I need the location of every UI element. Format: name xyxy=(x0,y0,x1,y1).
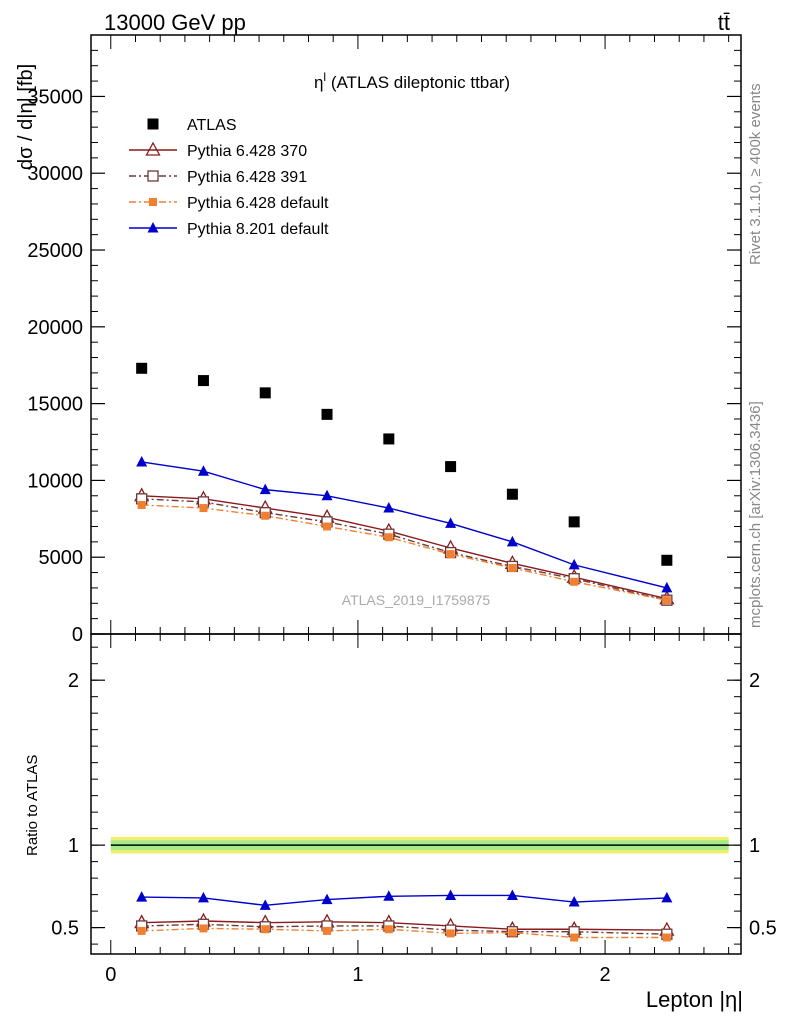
ratio-data-point xyxy=(568,896,580,907)
x-axis-label: Lepton |η| xyxy=(646,987,743,1012)
ratio-y-tick-label-left: 0.5 xyxy=(51,918,79,940)
legend-marker xyxy=(147,118,159,130)
main-data-point xyxy=(321,408,333,420)
main-data-point xyxy=(383,433,395,445)
main-data-point xyxy=(570,577,579,586)
plot-title-superscript: l xyxy=(323,70,326,84)
ratio-series-group xyxy=(134,889,675,942)
x-tick-label: 2 xyxy=(600,964,611,986)
legend-label: Pythia 6.428 391 xyxy=(187,169,307,186)
ratio-data-point xyxy=(261,925,270,934)
main-y-tick-label: 5000 xyxy=(39,547,84,569)
collision-energy-label: 13000 GeV pp xyxy=(104,10,246,35)
main-axis-ticks: 0 5000 10000 15000 20000 25000 30000 35000 xyxy=(27,34,741,646)
ratio-data-point xyxy=(662,933,671,942)
ratio-y-axis-label: Ratio to ATLAS xyxy=(24,755,41,856)
legend-marker xyxy=(145,141,161,156)
main-data-point xyxy=(662,596,671,605)
ratio-data-point xyxy=(137,926,146,935)
main-y-tick-label: 35000 xyxy=(27,86,83,108)
ratio-data-point xyxy=(570,933,579,942)
main-data-point xyxy=(321,489,333,501)
main-y-tick-label: 25000 xyxy=(27,240,83,262)
main-data-point xyxy=(261,511,270,520)
ratio-y-tick-label-right: 2 xyxy=(749,670,760,692)
main-y-tick-label: 30000 xyxy=(27,163,83,185)
ratio-data-point xyxy=(259,899,271,910)
ratio-data-point xyxy=(321,893,333,905)
main-y-tick-label: 10000 xyxy=(27,470,83,492)
main-data-point xyxy=(197,465,209,476)
main-data-point xyxy=(445,461,457,473)
main-y-tick-label: 20000 xyxy=(27,317,83,339)
ratio-y-tick-label-right: 0.5 xyxy=(749,918,777,940)
main-data-point xyxy=(661,554,673,566)
plot-title: ηl (ATLAS dileptonic ttbar) xyxy=(314,70,510,92)
x-tick-label: 1 xyxy=(352,964,363,986)
main-y-tick-label: 15000 xyxy=(27,394,83,416)
main-data-point xyxy=(136,362,148,374)
ratio-data-point xyxy=(323,926,332,935)
main-series-line xyxy=(141,504,667,601)
analysis-watermark: ATLAS_2019_I1759875 xyxy=(342,592,491,608)
main-data-point xyxy=(197,375,209,387)
ratio-data-point xyxy=(384,925,393,934)
mcplots-reference-label: mcplots.cern.ch [arXiv:1306.3436] xyxy=(747,401,764,628)
main-data-point xyxy=(568,516,580,528)
main-data-point xyxy=(136,455,148,467)
main-data-point xyxy=(259,483,271,495)
ratio-series-line xyxy=(141,894,667,907)
plot-title-text: (ATLAS dileptonic ttbar) xyxy=(326,73,510,92)
main-data-point xyxy=(383,502,395,513)
x-tick-label: 0 xyxy=(105,964,116,986)
ratio-y-tick-label-left: 2 xyxy=(68,670,79,692)
main-data-point xyxy=(199,504,208,513)
main-data-point xyxy=(506,535,518,547)
main-data-point xyxy=(384,533,393,542)
ratio-panel: 0.5 0.5 1 1 2 2 0 1 2 Ratio to ATLAS Lepton |η| xyxy=(24,633,777,1012)
ratio-y-tick-label-left: 1 xyxy=(68,835,79,857)
ratio-uncertainty-band xyxy=(110,836,729,854)
main-data-point xyxy=(259,387,271,399)
rivet-version-label: Rivet 3.1.10, ≥ 400k events xyxy=(747,83,764,265)
ratio-data-point xyxy=(197,891,209,903)
legend: ATLAS Pythia 6.428 370 Pythia 6.428 391 Pyt… xyxy=(129,117,329,238)
process-label: tt̄ xyxy=(718,10,730,35)
main-data-point xyxy=(323,522,332,531)
ratio-axis-ticks: 0.5 0.5 1 1 2 2 0 1 2 xyxy=(51,634,777,986)
ratio-data-point xyxy=(508,928,517,937)
main-y-tick-label: 0 xyxy=(72,624,83,646)
ratio-data-point xyxy=(199,924,208,933)
main-data-point xyxy=(508,563,517,572)
main-data-point xyxy=(661,581,673,593)
legend-label: Pythia 8.201 default xyxy=(187,221,329,238)
main-data-point xyxy=(446,550,455,559)
ratio-plot-frame xyxy=(90,633,742,955)
legend-label: Pythia 6.428 default xyxy=(187,195,329,212)
ratio-data-point xyxy=(506,889,518,900)
legend-label: Pythia 6.428 370 xyxy=(187,143,307,160)
main-data-point xyxy=(445,517,457,528)
ratio-data-point xyxy=(383,890,395,901)
ratio-data-point xyxy=(445,889,457,900)
legend-marker xyxy=(149,198,157,206)
legend-label: ATLAS xyxy=(187,117,237,134)
legend-marker xyxy=(147,222,159,233)
main-data-point xyxy=(137,500,146,509)
main-y-axis-label: dσ / d|η| [fb] xyxy=(15,64,37,170)
main-series-line xyxy=(141,461,668,589)
ratio-data-point xyxy=(136,891,148,902)
legend-marker xyxy=(147,170,159,182)
main-series-group xyxy=(134,362,675,606)
main-panel: 0 5000 10000 15000 20000 25000 30000 35000 ηl (… xyxy=(15,34,742,646)
plot-title-eta: η xyxy=(314,73,323,92)
ratio-y-tick-label-right: 1 xyxy=(749,835,760,857)
main-data-point xyxy=(568,558,580,570)
ratio-data-point xyxy=(446,929,455,938)
main-data-point xyxy=(506,488,518,500)
ratio-data-point xyxy=(661,891,673,903)
